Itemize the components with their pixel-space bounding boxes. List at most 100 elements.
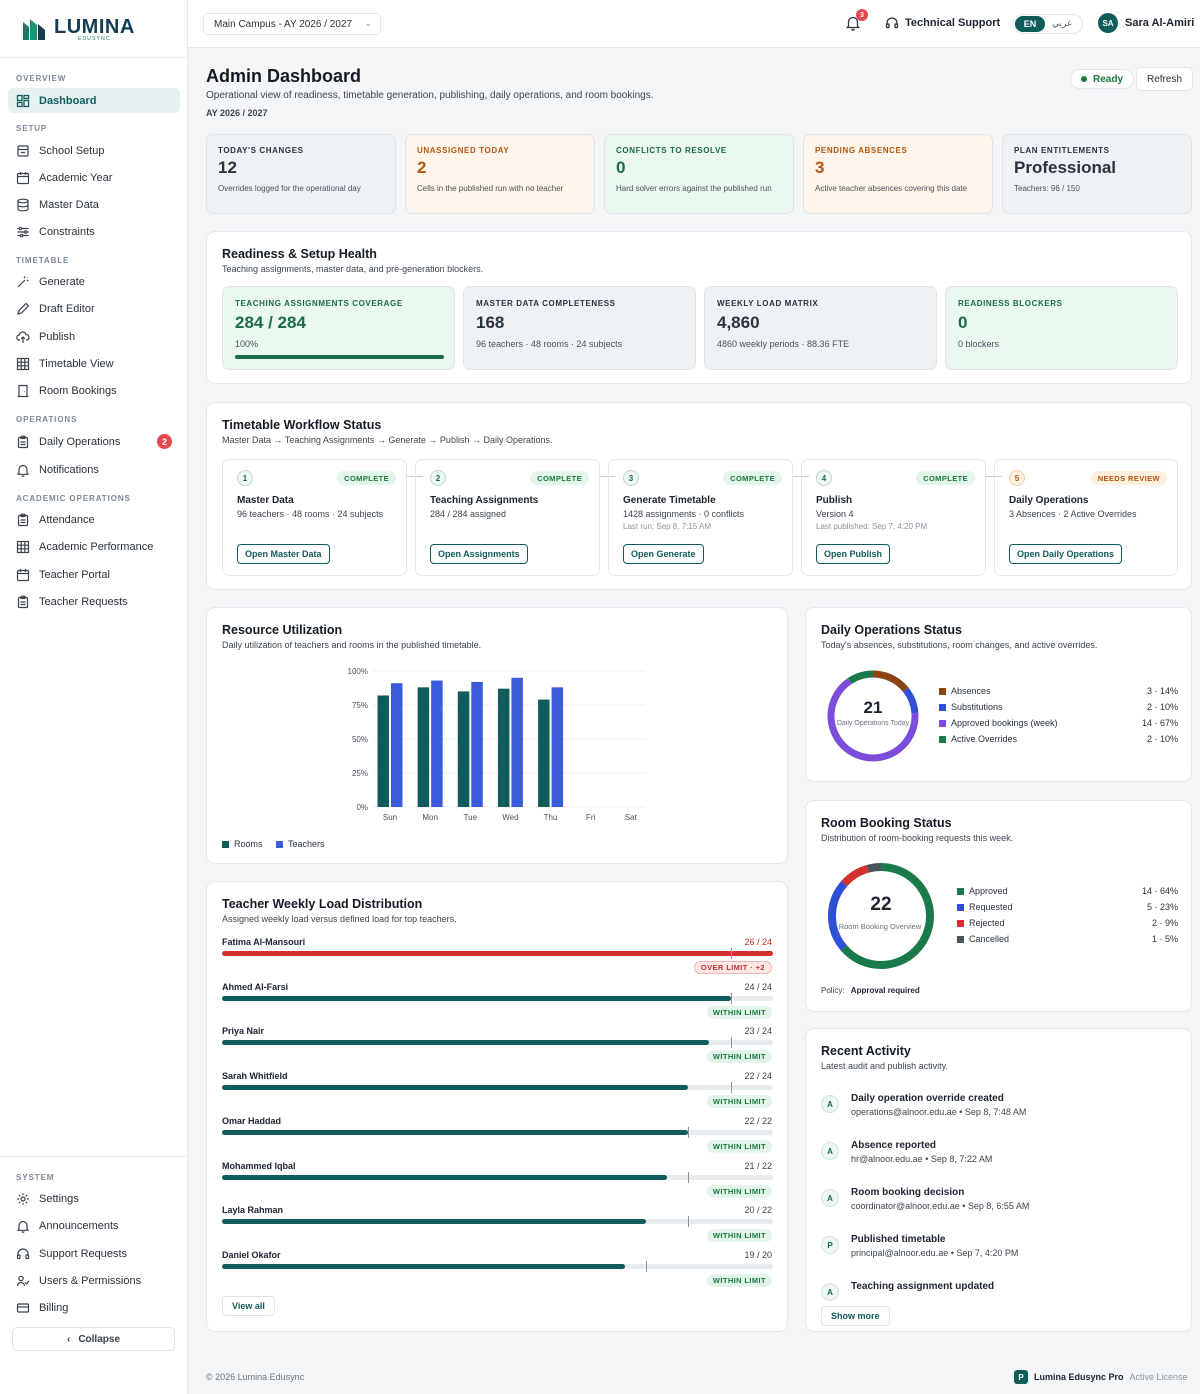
clipboard-check-icon	[17, 513, 29, 526]
step-number: 4	[816, 470, 832, 486]
sidebar-item-timetable-view[interactable]: Timetable View	[8, 351, 180, 376]
sidebar-item-daily-operations[interactable]: Daily Operations 2	[8, 429, 180, 454]
bar-teachers-mon	[431, 680, 443, 807]
sidebar-item-master-data[interactable]: Master Data	[8, 192, 180, 217]
avatar: SA	[1098, 13, 1118, 33]
load-bar-track	[222, 1260, 773, 1272]
legend-label: Approved	[969, 886, 1008, 896]
view-all-button[interactable]: View all	[222, 1296, 275, 1316]
open-master-data-button[interactable]: Open Master Data	[237, 544, 330, 564]
activity-title[interactable]: Daily operation override created	[851, 1093, 1004, 1104]
sidebar-item-label: Support Requests	[39, 1247, 128, 1260]
sidebar-item-room-bookings[interactable]: Room Bookings	[8, 378, 180, 403]
load-bar-track	[222, 1126, 773, 1138]
sidebar-item-label: Daily Operations	[39, 435, 121, 448]
legend-value: 2 · 10%	[1146, 702, 1178, 712]
sidebar-item-teacher-portal[interactable]: Teacher Portal	[8, 562, 180, 587]
activity-title[interactable]: Published timetable	[851, 1234, 946, 1245]
notifications-bell-icon[interactable]	[846, 15, 860, 31]
sidebar-item-billing[interactable]: Billing	[8, 1295, 180, 1320]
workflow-step-master-data: 1 COMPLETE Master Data 96 teachers · 48 …	[222, 459, 407, 576]
sidebar-item-users-permissions[interactable]: Users & Permissions	[8, 1268, 180, 1293]
user-menu[interactable]: SA Sara Al-Amiri	[1098, 13, 1194, 33]
teacher-name: Sarah Whitfield	[222, 1071, 288, 1082]
sidebar-item-draft-editor[interactable]: Draft Editor	[8, 296, 180, 321]
sidebar-item-settings[interactable]: Settings	[8, 1186, 180, 1211]
door-icon	[17, 384, 29, 397]
step-name: Teaching Assignments	[430, 495, 539, 506]
coverage-progress-track	[235, 355, 444, 359]
kpi-description: Hard solver errors against the published…	[616, 184, 772, 193]
open-daily-operations-button[interactable]: Open Daily Operations	[1009, 544, 1123, 564]
activity-title[interactable]: Teaching assignment updated	[851, 1281, 995, 1292]
donut-total: 22	[870, 894, 892, 915]
show-more-button[interactable]: Show more	[821, 1306, 890, 1326]
daily-operations-card: Daily Operations Status Today's absences…	[805, 607, 1192, 782]
topbar: Main Campus - AY 2026 / 2027 ⌄ 3 Technic…	[188, 0, 1200, 48]
license-status: Active License	[1129, 1372, 1188, 1382]
status-dot-icon	[1081, 76, 1087, 82]
load-bar-fill	[222, 1129, 689, 1135]
sidebar-item-notifications[interactable]: Notifications	[8, 457, 180, 482]
open-publish-button[interactable]: Open Publish	[816, 544, 891, 564]
activity-meta: coordinator@alnoor.edu.ae • Sep 8, 6:55 …	[851, 1201, 1030, 1211]
teacher-load-value: 20 / 22	[744, 1205, 772, 1216]
activity-title[interactable]: Absence reported	[851, 1140, 937, 1151]
load-bar-track	[222, 992, 773, 1004]
sidebar-item-teacher-requests[interactable]: Teacher Requests	[8, 589, 180, 614]
sidebar-item-academic-performance[interactable]: Academic Performance	[8, 534, 180, 559]
refresh-button[interactable]: Refresh	[1136, 67, 1193, 91]
legend-swatch	[939, 704, 946, 712]
kpi-value: Professional	[1014, 158, 1117, 177]
status-badge: Ready	[1070, 69, 1135, 89]
donut-segment-cancelled	[828, 863, 934, 969]
sidebar-item-dashboard[interactable]: Dashboard	[8, 88, 180, 113]
lang-ar-option[interactable]: عربي	[1052, 18, 1073, 28]
sidebar-item-generate[interactable]: Generate	[8, 269, 180, 294]
campus-select[interactable]: Main Campus - AY 2026 / 2027 ⌄	[203, 13, 382, 35]
campus-value: Main Campus - AY 2026 / 2027	[214, 18, 353, 30]
sidebar-section-system: SYSTEM	[16, 1173, 55, 1182]
sidebar-item-label: Draft Editor	[39, 302, 95, 315]
chevron-down-icon: ⌄	[364, 18, 373, 28]
step-name: Generate Timetable	[623, 495, 716, 506]
step-detail: Version 4	[816, 509, 854, 519]
status-label: Ready	[1093, 73, 1124, 85]
legend-item-teachers: Teachers	[276, 839, 325, 849]
lang-en-option[interactable]: EN	[1015, 16, 1045, 32]
brand-logo[interactable]: LUMINA EDUSYNC	[20, 14, 135, 46]
bar-rooms-thu	[538, 699, 550, 807]
sidebar-item-constraints[interactable]: Constraints	[8, 219, 180, 244]
sidebar-item-attendance[interactable]: Attendance	[8, 507, 180, 532]
headset-icon	[885, 17, 899, 29]
step-meta: Last published: Sep 7, 4:20 PM	[816, 522, 928, 531]
bar-teachers-wed	[511, 677, 523, 807]
sidebar-item-publish[interactable]: Publish	[8, 324, 180, 349]
workflow-card: Timetable Workflow Status Master Data → …	[206, 402, 1192, 590]
sidebar-item-announcements[interactable]: Announcements	[8, 1213, 180, 1238]
sidebar-item-school-setup[interactable]: School Setup	[8, 138, 180, 163]
load-limit-marker	[688, 1216, 690, 1228]
step-status-badge: COMPLETE	[337, 471, 396, 485]
sidebar-item-label: Settings	[39, 1192, 79, 1205]
kpi-conflicts-to-resolve: CONFLICTS TO RESOLVE 0 Hard solver error…	[604, 134, 794, 214]
sidebar-section-timetable: TIMETABLE	[16, 256, 70, 265]
grid-icon	[16, 357, 30, 370]
kpi-description: Teachers: 96 / 150	[1014, 184, 1080, 193]
card-title: Room Booking Status	[821, 816, 952, 830]
readiness-label: WEEKLY LOAD MATRIX	[717, 299, 819, 308]
sidebar-item-academic-year[interactable]: Academic Year	[8, 165, 180, 190]
kpi-pending-absences: PENDING ABSENCES 3 Active teacher absenc…	[803, 134, 993, 214]
step-name: Master Data	[237, 495, 294, 506]
language-toggle[interactable]: EN عربي	[1013, 14, 1083, 34]
open-generate-button[interactable]: Open Generate	[623, 544, 704, 564]
sidebar-item-support-requests[interactable]: Support Requests	[8, 1241, 180, 1266]
open-assignments-button[interactable]: Open Assignments	[430, 544, 528, 564]
collapse-button[interactable]: ‹ Collapse	[12, 1327, 175, 1351]
readiness-description: 96 teachers · 48 rooms · 24 subjects	[476, 339, 623, 349]
technical-support-button[interactable]: Technical Support	[885, 16, 1000, 30]
step-status-badge: COMPLETE	[916, 471, 975, 485]
x-tick-label: Sun	[383, 813, 397, 822]
activity-title[interactable]: Room booking decision	[851, 1187, 965, 1198]
teacher-load-value: 24 / 24	[744, 981, 772, 992]
